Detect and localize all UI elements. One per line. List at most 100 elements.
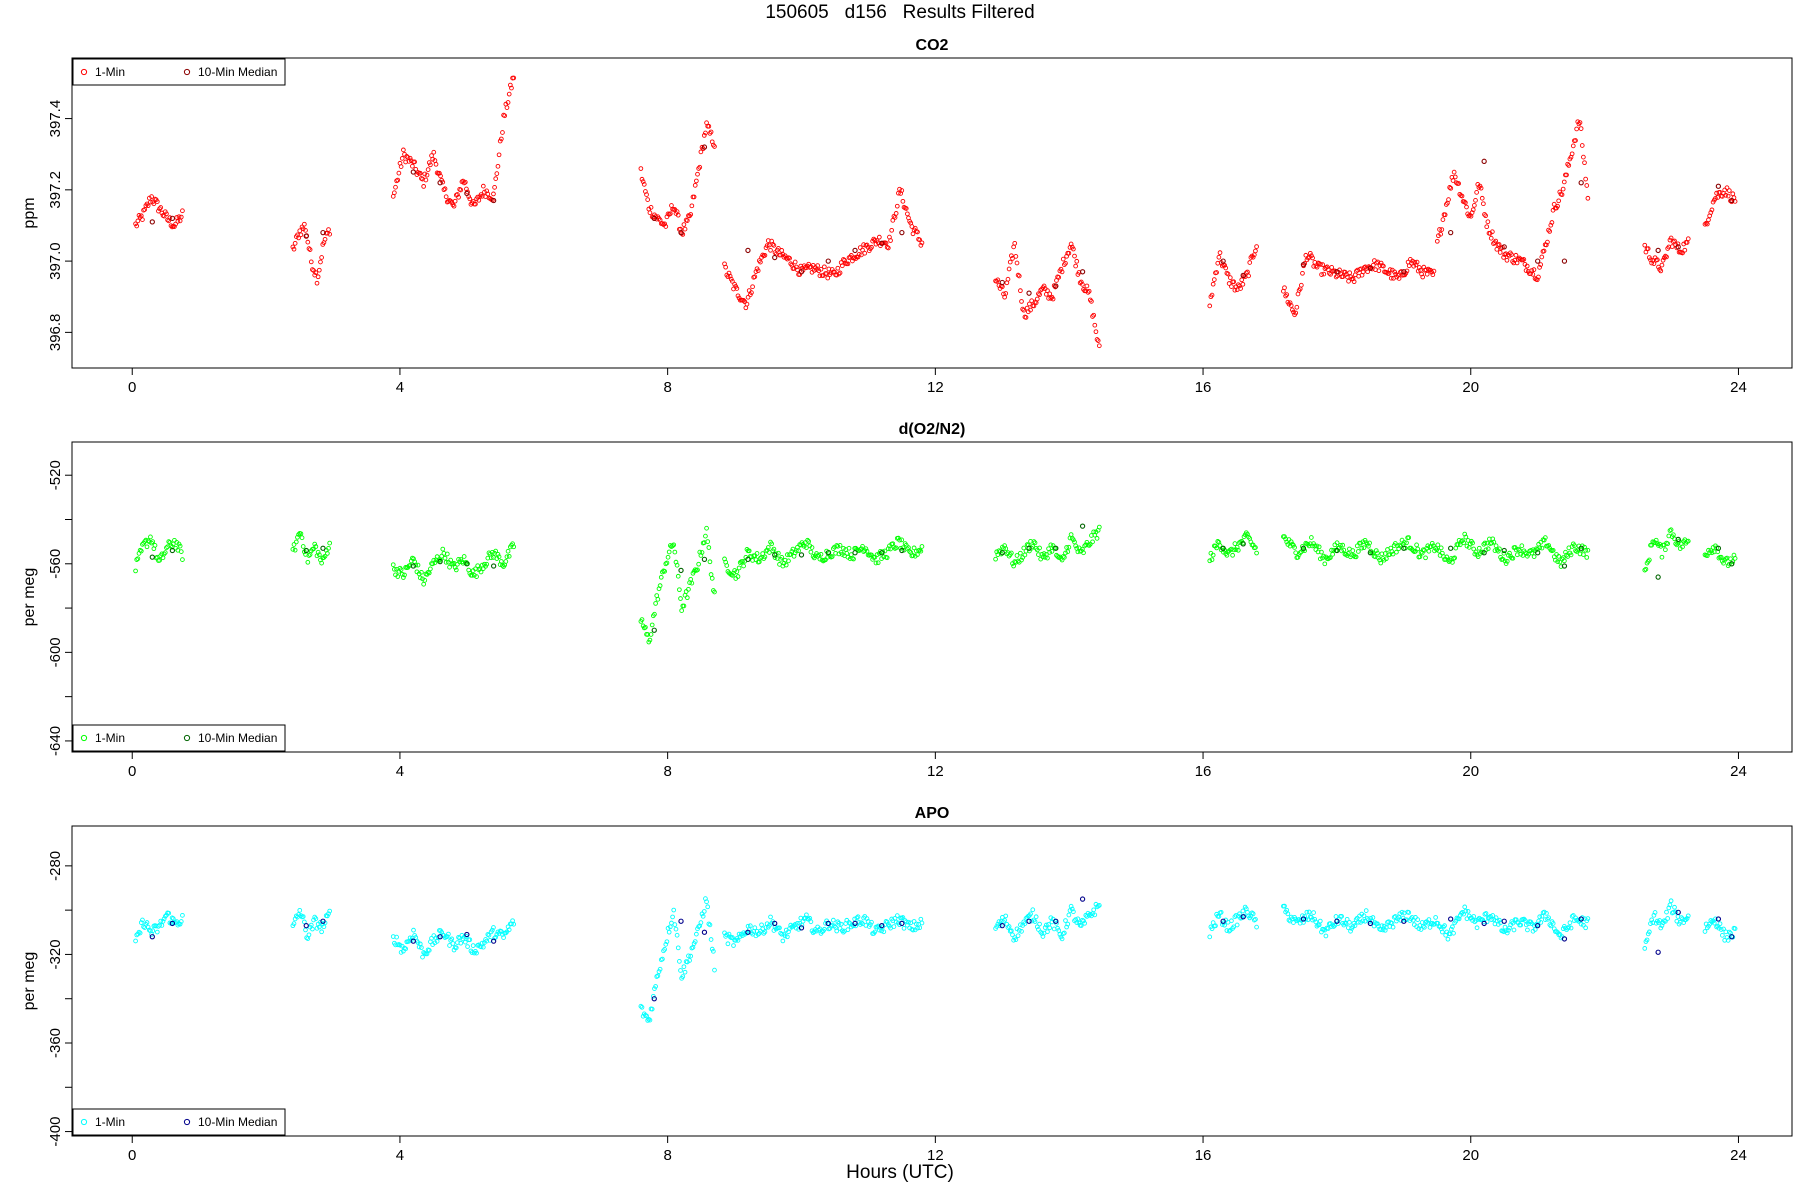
apo-x-tick-label: 0	[128, 1147, 136, 1164]
o2-1min-point	[1541, 537, 1547, 543]
o2-median-point	[410, 563, 416, 569]
co2-median-point	[1220, 258, 1226, 264]
co2-1min-point	[145, 203, 151, 209]
co2-1min-point	[1240, 281, 1246, 287]
co2-1min-point	[836, 271, 842, 277]
apo-1min-point	[1442, 923, 1447, 929]
co2-1min-point	[135, 218, 141, 224]
co2-1min-point	[1555, 203, 1560, 209]
o2-1min-point	[1049, 549, 1055, 554]
co2-1min-point	[814, 267, 819, 273]
apo-1min-point	[1082, 920, 1088, 926]
apo-1min-point	[1544, 911, 1549, 916]
co2-1min-point	[1209, 292, 1215, 298]
apo-1min-point	[411, 927, 416, 933]
co2-1min-point	[318, 259, 323, 265]
co2-1min-point	[176, 214, 182, 220]
apo-1min-point	[1671, 909, 1676, 915]
co2-y-tick-label: 397.4	[47, 100, 64, 138]
apo-1min-point	[1375, 921, 1380, 927]
o2-legend-median-label: 10-Min Median	[198, 731, 277, 745]
co2-1min-point	[1378, 260, 1384, 266]
o2-1min-point	[1493, 543, 1499, 549]
co2-1min-point	[815, 263, 820, 268]
co2-1min-point	[178, 214, 184, 220]
co2-median-point	[303, 233, 309, 239]
o2-1min-point	[1426, 548, 1432, 554]
apo-1min-point	[313, 916, 319, 921]
o2-1min-point	[816, 552, 822, 558]
apo-1min-point	[777, 925, 782, 931]
co2-median-point	[320, 229, 326, 236]
o2-median-point	[852, 550, 858, 556]
apo-1min-point	[1368, 916, 1374, 921]
apo-1min-point	[1726, 929, 1732, 935]
co2-1min-point	[1509, 252, 1514, 257]
apo-1min-point	[1019, 929, 1024, 934]
apo-1min-point	[303, 927, 308, 933]
apo-1min-point	[403, 946, 408, 952]
apo-1min-point	[1282, 903, 1287, 909]
co2-1min-point	[1284, 292, 1290, 297]
apo-1min-point	[677, 959, 682, 964]
co2-1min-point	[1303, 252, 1309, 258]
co2-1min-point	[695, 171, 700, 177]
co2-1min-point	[395, 177, 401, 183]
co2-1min-point	[1704, 221, 1710, 227]
co2-1min-point	[1656, 264, 1661, 270]
apo-median-point	[1401, 918, 1407, 924]
apo-1min-point	[505, 924, 511, 930]
o2-1min-point	[917, 547, 923, 553]
o2-1min-point	[1330, 551, 1335, 557]
apo-1min-point	[1523, 922, 1529, 928]
co2-1min-point	[1559, 192, 1565, 198]
o2-median-point	[1448, 545, 1454, 551]
co2-1min-point	[1581, 154, 1586, 160]
co2-1min-point	[1659, 262, 1665, 268]
o2-1min-point	[1050, 543, 1056, 548]
apo-1min-point	[707, 922, 713, 928]
co2-1min-point	[1439, 227, 1445, 232]
o2-1min-point	[1583, 547, 1588, 553]
co2-1min-point	[1649, 260, 1654, 266]
co2-1min-point	[1561, 179, 1567, 185]
apo-1min-point	[306, 932, 312, 938]
o2-1min-point	[1214, 545, 1219, 551]
o2-1min-point	[1389, 549, 1395, 554]
o2-1min-point	[1014, 553, 1020, 558]
o2-1min-point	[658, 574, 664, 580]
co2-1min-point	[706, 123, 712, 129]
o2-1min-point	[796, 548, 801, 554]
co2-1min-point	[1095, 338, 1101, 343]
o2-1min-point	[1293, 550, 1299, 556]
apo-1min-point	[726, 931, 732, 937]
co2-1min-point	[423, 177, 429, 183]
co2-1min-point	[1713, 196, 1718, 201]
o2-median-point	[999, 550, 1005, 556]
co2-1min-point	[1560, 186, 1566, 192]
o2-1min-point	[447, 564, 452, 570]
co2-1min-point	[1484, 224, 1490, 230]
apo-1min-point	[653, 984, 658, 989]
o2-1min-point	[682, 592, 688, 598]
apo-1min-point	[1394, 918, 1399, 924]
co2-1min-point	[311, 268, 316, 273]
apo-y-axis-label: per meg	[21, 952, 38, 1011]
apo-1min-point	[1683, 917, 1689, 922]
co2-1min-point	[648, 205, 654, 210]
apo-1min-point	[673, 926, 679, 932]
o2-1min-point	[1494, 547, 1500, 553]
o2-1min-point	[841, 546, 846, 551]
co2-1min-point	[305, 239, 311, 245]
co2-1min-point	[425, 167, 431, 172]
co2-1min-point	[888, 238, 893, 243]
co2-1min-point	[502, 113, 508, 119]
apo-panel-title: APO	[915, 805, 950, 822]
co2-median-point	[1715, 183, 1722, 189]
o2-1min-point	[1406, 535, 1412, 540]
o2-x-tick-label: 0	[128, 763, 136, 780]
co2-1min-point	[915, 229, 920, 235]
o2-1min-point	[1339, 548, 1344, 554]
apo-1min-point	[708, 937, 714, 942]
apo-1min-point	[1450, 924, 1455, 930]
